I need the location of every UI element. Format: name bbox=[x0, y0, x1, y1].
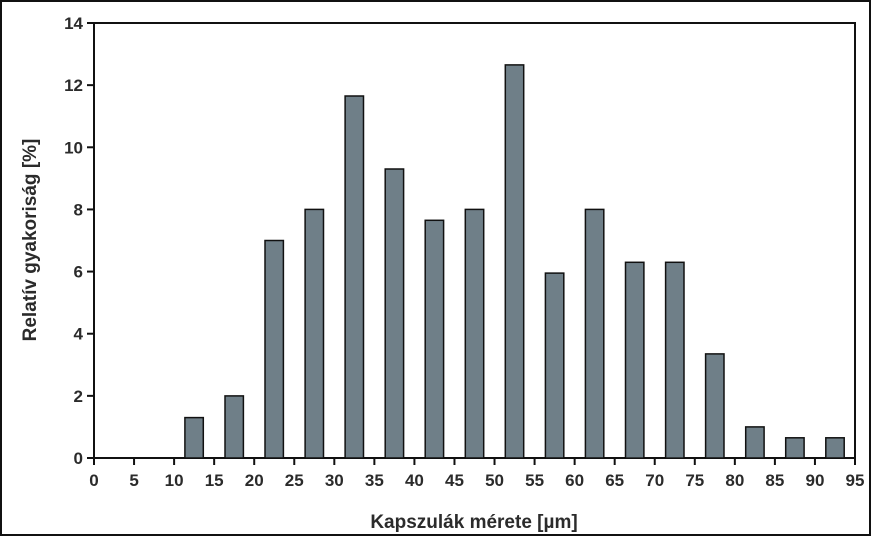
bar-9 bbox=[544, 272, 565, 459]
x-tick-label-12: 60 bbox=[565, 471, 584, 490]
x-axis-title: Kapszulák mérete [µm] bbox=[370, 512, 577, 533]
y-tick-label-0: 0 bbox=[74, 449, 83, 468]
bar-11 bbox=[624, 261, 645, 459]
x-tick-label-14: 70 bbox=[645, 471, 664, 490]
x-tick-label-2: 10 bbox=[165, 471, 184, 490]
x-tick-label-16: 80 bbox=[725, 471, 744, 490]
x-tick-label-3: 15 bbox=[205, 471, 224, 490]
x-tick-label-10: 50 bbox=[485, 471, 504, 490]
x-tick-label-8: 40 bbox=[405, 471, 424, 490]
bar-12 bbox=[664, 261, 685, 459]
y-tick-label-3: 6 bbox=[74, 263, 83, 282]
x-axis: 0 5 10 15 20 25 30 35 40 45 50 55 60 65 70 75 80 85 90 95 bbox=[89, 458, 864, 490]
x-tick-label-17: 85 bbox=[765, 471, 784, 490]
y-tick-label-6: 12 bbox=[64, 76, 83, 95]
y-tick-label-7: 14 bbox=[64, 14, 83, 33]
y-axis-title: Relatív gyakoriság [%] bbox=[20, 139, 41, 342]
bar-13 bbox=[704, 353, 725, 459]
x-tick-label-15: 75 bbox=[685, 471, 704, 490]
x-tick-label-1: 5 bbox=[129, 471, 138, 490]
x-tick-label-0: 0 bbox=[89, 471, 98, 490]
y-tick-label-1: 2 bbox=[74, 387, 83, 406]
x-tick-label-7: 35 bbox=[365, 471, 384, 490]
x-tick-label-9: 45 bbox=[445, 471, 464, 490]
x-tick-label-18: 90 bbox=[805, 471, 824, 490]
bar-16 bbox=[825, 437, 845, 459]
x-tick-label-6: 30 bbox=[325, 471, 344, 490]
x-tick-label-4: 20 bbox=[245, 471, 264, 490]
x-tick-label-5: 25 bbox=[285, 471, 304, 490]
y-tick-label-2: 4 bbox=[74, 325, 84, 344]
x-tick-label-11: 55 bbox=[525, 471, 544, 490]
y-tick-label-5: 10 bbox=[64, 138, 83, 157]
bar-3 bbox=[304, 208, 325, 459]
bar-2 bbox=[264, 239, 285, 459]
bar-0 bbox=[184, 416, 205, 459]
bars-group bbox=[184, 64, 845, 459]
x-tick-label-13: 65 bbox=[605, 471, 624, 490]
bar-10 bbox=[584, 208, 605, 459]
y-tick-label-4: 8 bbox=[74, 200, 83, 219]
bar-14 bbox=[744, 426, 765, 459]
bar-1 bbox=[224, 395, 245, 459]
bar-8 bbox=[504, 64, 525, 459]
bar-5 bbox=[384, 168, 405, 459]
bar-15 bbox=[784, 437, 805, 459]
x-tick-label-19: 95 bbox=[846, 471, 865, 490]
bar-4 bbox=[344, 95, 365, 459]
y-axis: 0 2 4 6 8 10 12 14 bbox=[64, 14, 94, 468]
bar-6 bbox=[424, 219, 445, 459]
bar-7 bbox=[464, 208, 485, 459]
